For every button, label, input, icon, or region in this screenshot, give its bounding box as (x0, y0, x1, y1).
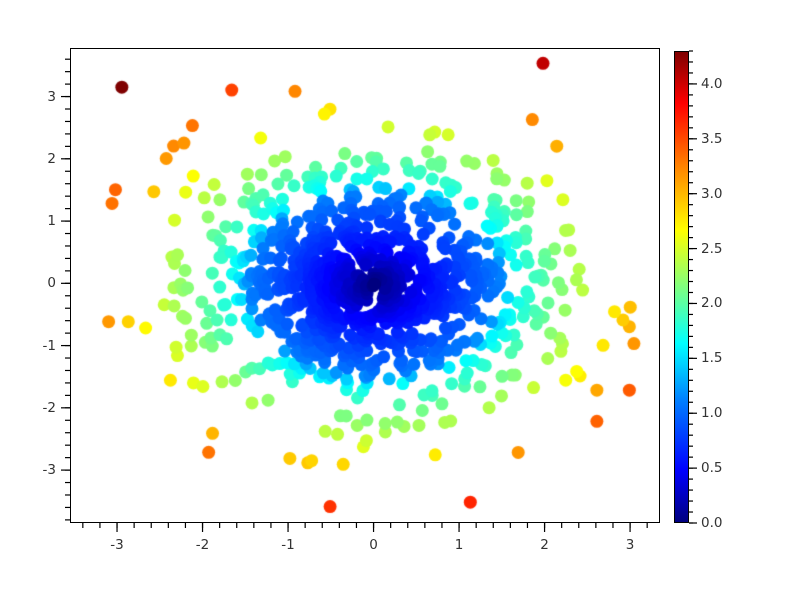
plot-area (70, 48, 661, 524)
x-tick-label: 2 (540, 537, 549, 553)
x-tick-label: 1 (454, 537, 464, 553)
x-tick-label: 3 (625, 537, 635, 553)
colorbar-tick-label: 1.0 (701, 405, 723, 422)
x-tick-label: -2 (195, 537, 210, 553)
colorbar-tick-label: 2.0 (701, 295, 723, 312)
colorbar (674, 51, 689, 523)
colorbar-tick-label: 4.0 (701, 75, 723, 92)
y-tick-label: -1 (42, 337, 56, 354)
y-tick-label: -3 (42, 462, 56, 479)
colorbar-tick-label: 0.5 (701, 460, 723, 477)
y-tick-label: -2 (42, 399, 56, 416)
colorbar-gradient (674, 51, 689, 523)
colorbar-tick-label: 0.0 (701, 515, 723, 531)
x-tick-label: -3 (110, 537, 124, 553)
colorbar-tick-label: 3.5 (701, 130, 723, 147)
colorbar-tick-label: 2.5 (701, 240, 723, 257)
x-tick-label: 0 (369, 537, 378, 553)
colorbar-tick-label: 1.5 (701, 350, 723, 367)
y-tick-label: 1 (47, 213, 56, 230)
colorbar-tick-label: 3.0 (701, 185, 723, 202)
x-tick-label: -1 (281, 537, 295, 553)
scatter-points-canvas (71, 49, 661, 524)
y-tick-label: 2 (47, 150, 56, 167)
y-tick-label: 0 (47, 275, 56, 292)
y-tick-label: 3 (47, 88, 56, 105)
